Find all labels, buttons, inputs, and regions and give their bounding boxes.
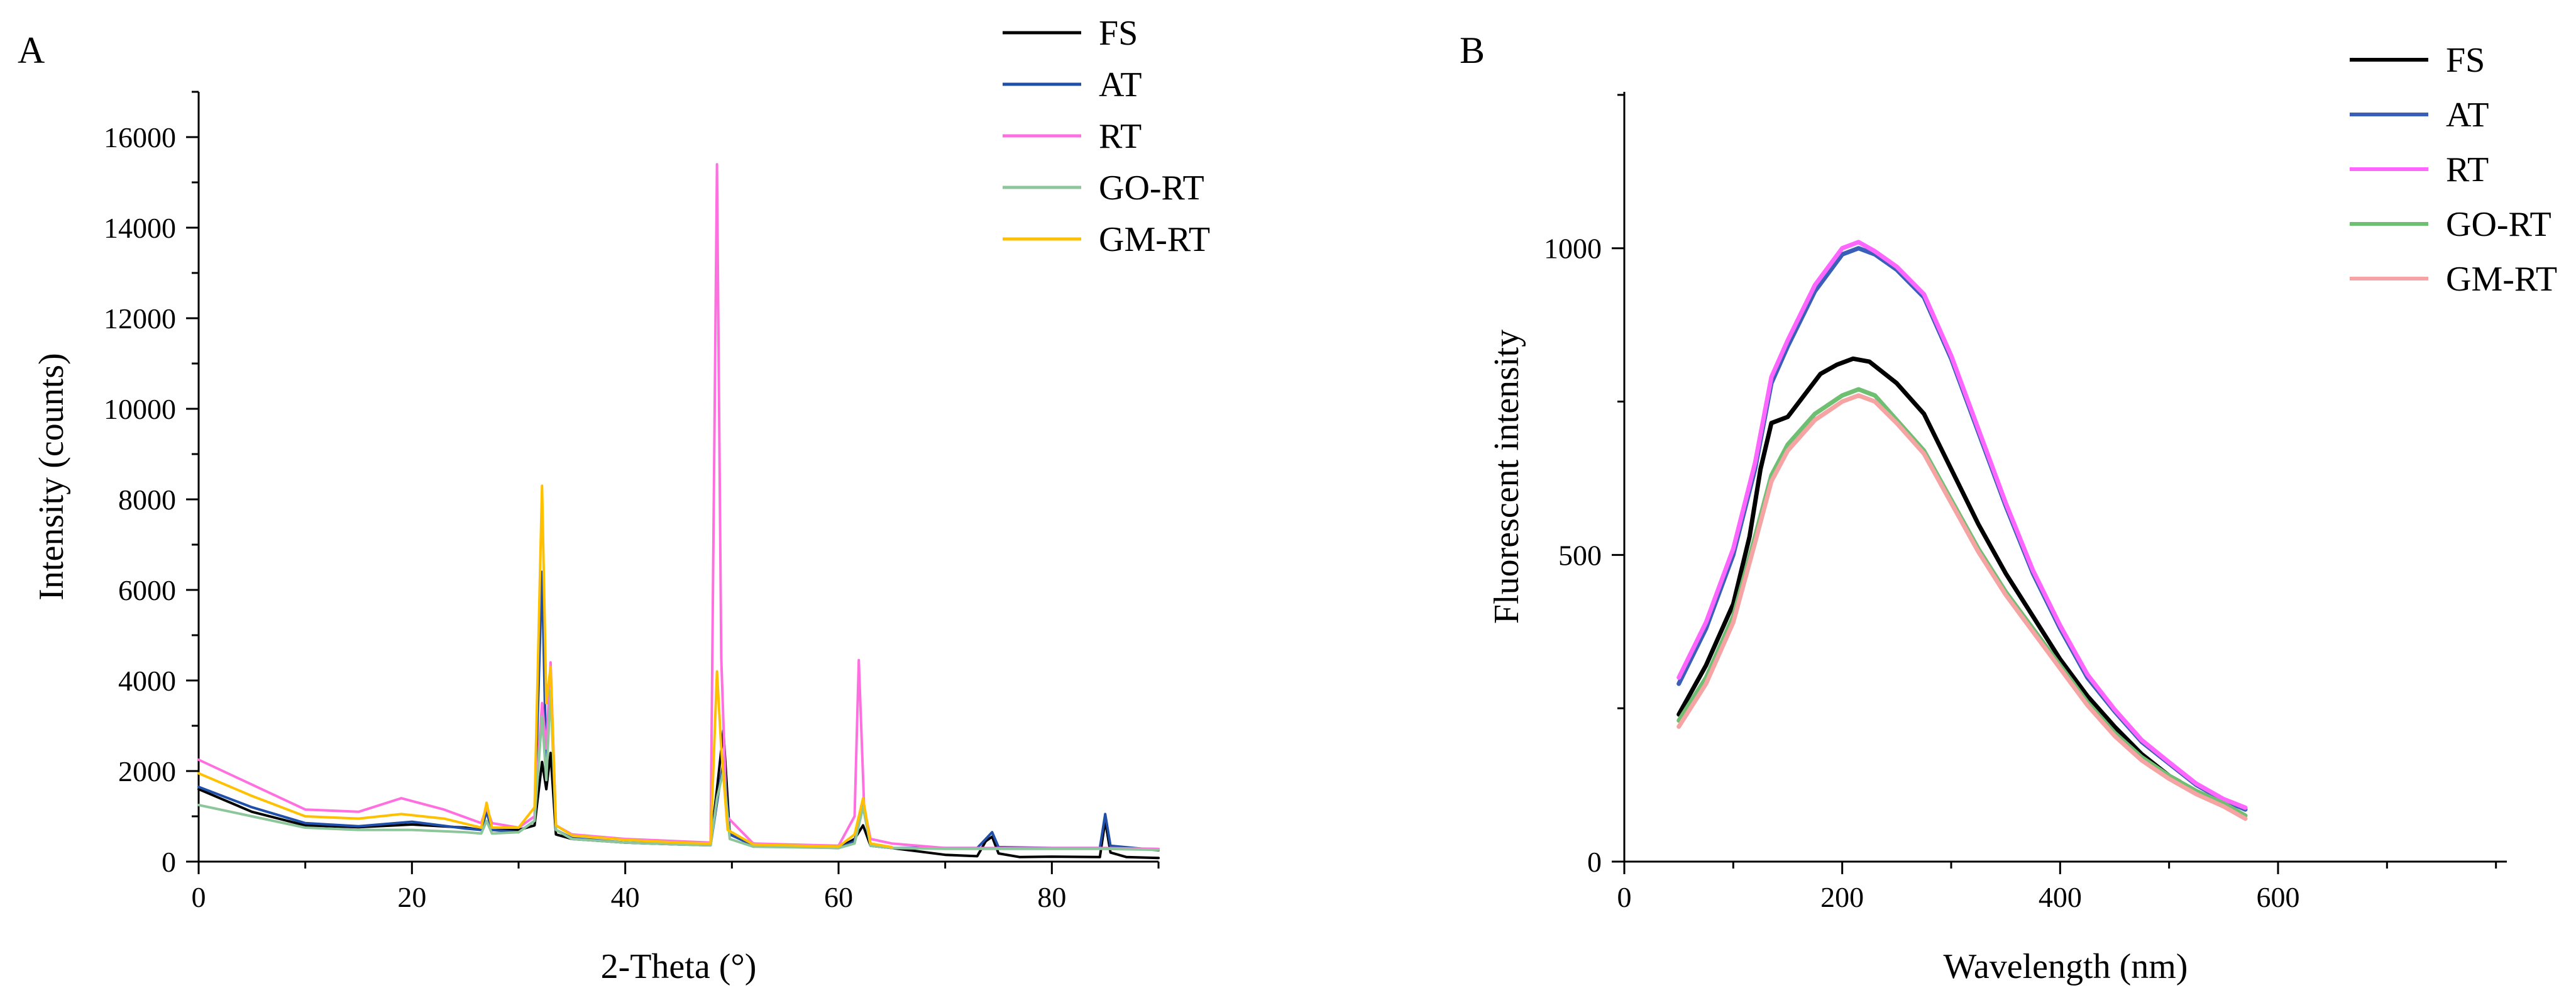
x-tick-label: 60: [824, 881, 853, 913]
y-tick-label: 0: [162, 846, 176, 878]
y-tick-label: 0: [1587, 846, 1602, 878]
plot-area: [197, 163, 1160, 860]
series-line-rt: [197, 163, 1160, 850]
y-tick-label: 10000: [104, 393, 176, 425]
legend-label-at: AT: [2446, 96, 2489, 135]
x-tick-label: 600: [2257, 881, 2300, 913]
legend-label-go-rt: GO-RT: [1099, 169, 1204, 208]
x-tick-label: 40: [611, 881, 640, 913]
series-line-fs: [197, 729, 1160, 860]
y-tick-label: 8000: [118, 484, 176, 516]
x-axis-title: 2-Theta (°): [601, 947, 757, 986]
x-axis-title: Wavelength (nm): [1944, 947, 2188, 986]
legend-label-fs: FS: [2446, 41, 2485, 80]
y-tick-label: 2000: [118, 755, 176, 787]
legend-label-at: AT: [1099, 65, 1142, 104]
y-tick-label: 500: [1558, 539, 1602, 571]
legend-label-gm-rt: GM-RT: [2446, 260, 2557, 299]
x-tick-label: 80: [1037, 881, 1066, 913]
x-tick-label: 0: [192, 881, 206, 913]
y-tick-label: 14000: [104, 212, 176, 244]
y-tick-label: 1000: [1544, 233, 1602, 265]
x-tick-label: 0: [1617, 881, 1632, 913]
series-line-gm-rt: [1676, 393, 2248, 821]
legend: FS AT RT GO-RT GM-RT: [1003, 14, 1210, 259]
legend: FS AT RT GO-RT GM-RT: [2350, 41, 2557, 299]
y-tick-label: 12000: [104, 303, 176, 335]
series-line-go-rt: [197, 688, 1160, 852]
legend-label-rt: RT: [1099, 117, 1142, 156]
legend-label-rt: RT: [2446, 150, 2489, 189]
x-tick-label: 400: [2039, 881, 2082, 913]
series-line-at: [197, 570, 1160, 852]
chart-panel-a: A 0 20 40 60 80 0 2000 4000 6000 8000 10000 12000 140…: [18, 14, 1210, 986]
plot-area: [1676, 240, 2248, 821]
series-line-fs: [1676, 356, 2182, 784]
legend-label-fs: FS: [1099, 14, 1138, 53]
y-axis-title: Intensity (counts): [32, 353, 71, 600]
series-line-gm-rt: [197, 484, 893, 848]
series-line-at: [1676, 246, 2248, 812]
y-tick-label: 6000: [118, 574, 176, 606]
y-axis-title: Fluorescent intensity: [1487, 330, 1526, 624]
x-tick-label: 20: [397, 881, 426, 913]
y-tick-label: 16000: [104, 121, 176, 153]
panel-label: B: [1460, 30, 1485, 71]
legend-label-go-rt: GO-RT: [2446, 205, 2551, 244]
panel-label: A: [18, 30, 45, 71]
y-tick-label: 4000: [118, 665, 176, 697]
series-line-rt: [1676, 240, 2248, 810]
chart-panel-b: B 0 200 400 600 0 500 1000 Wavelength (nm) Fluore…: [1460, 30, 2557, 986]
legend-label-gm-rt: GM-RT: [1099, 220, 1210, 259]
x-tick-label: 200: [1820, 881, 1864, 913]
